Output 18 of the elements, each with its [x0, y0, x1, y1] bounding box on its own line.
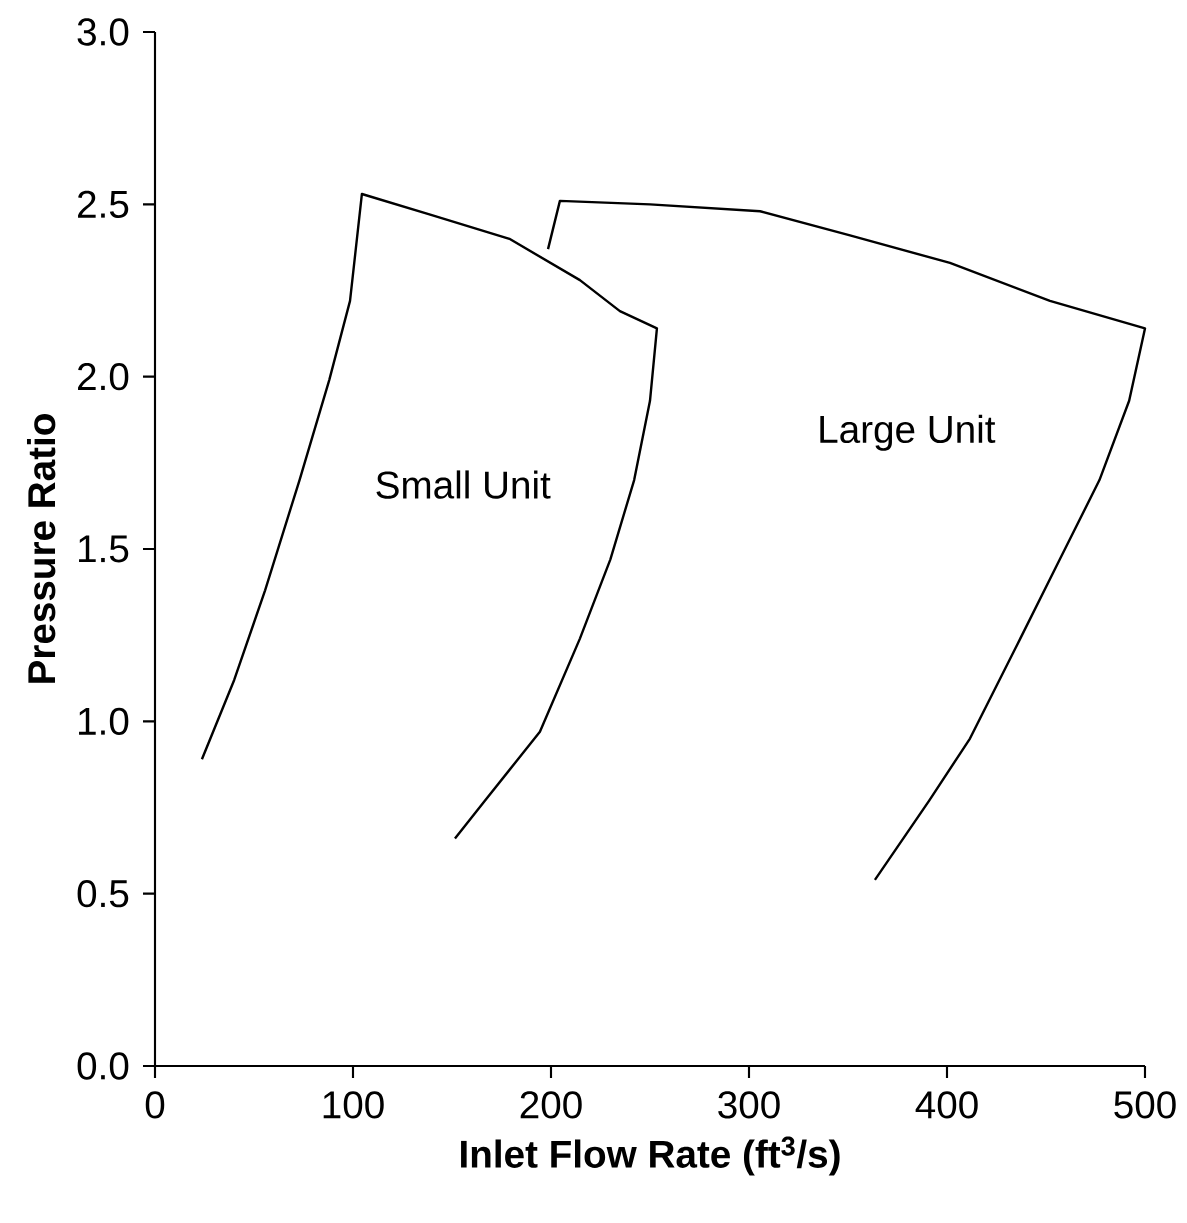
x-tick-label: 0 [145, 1091, 165, 1119]
y-tick-label: 0.0 [77, 1052, 129, 1080]
y-tick-label: 1.0 [79, 707, 129, 736]
x-axis-title: Inlet Flow Rate (ft$^{3}$/s) [461, 1136, 840, 1176]
y-tick-label: 1.5 [79, 535, 129, 563]
y-tick-label: 0.5 [77, 879, 129, 908]
x-tick-label: 400 [915, 1091, 978, 1119]
y-tick-label: 2.5 [78, 190, 129, 219]
y-axis-title: Pressure Ratio [26, 414, 56, 683]
series-label: Small Unit [376, 470, 551, 499]
y-tick-label: 2.0 [78, 362, 129, 391]
x-tick-label: 200 [520, 1091, 582, 1119]
x-tick-label: 500 [1114, 1091, 1176, 1119]
text: Large Unit [820, 414, 996, 451]
y-tick-label: 3.0 [77, 18, 129, 46]
x-tick-label: 300 [718, 1091, 780, 1119]
line-series [200, 192, 659, 840]
x-tick-label: 100 [323, 1091, 384, 1119]
